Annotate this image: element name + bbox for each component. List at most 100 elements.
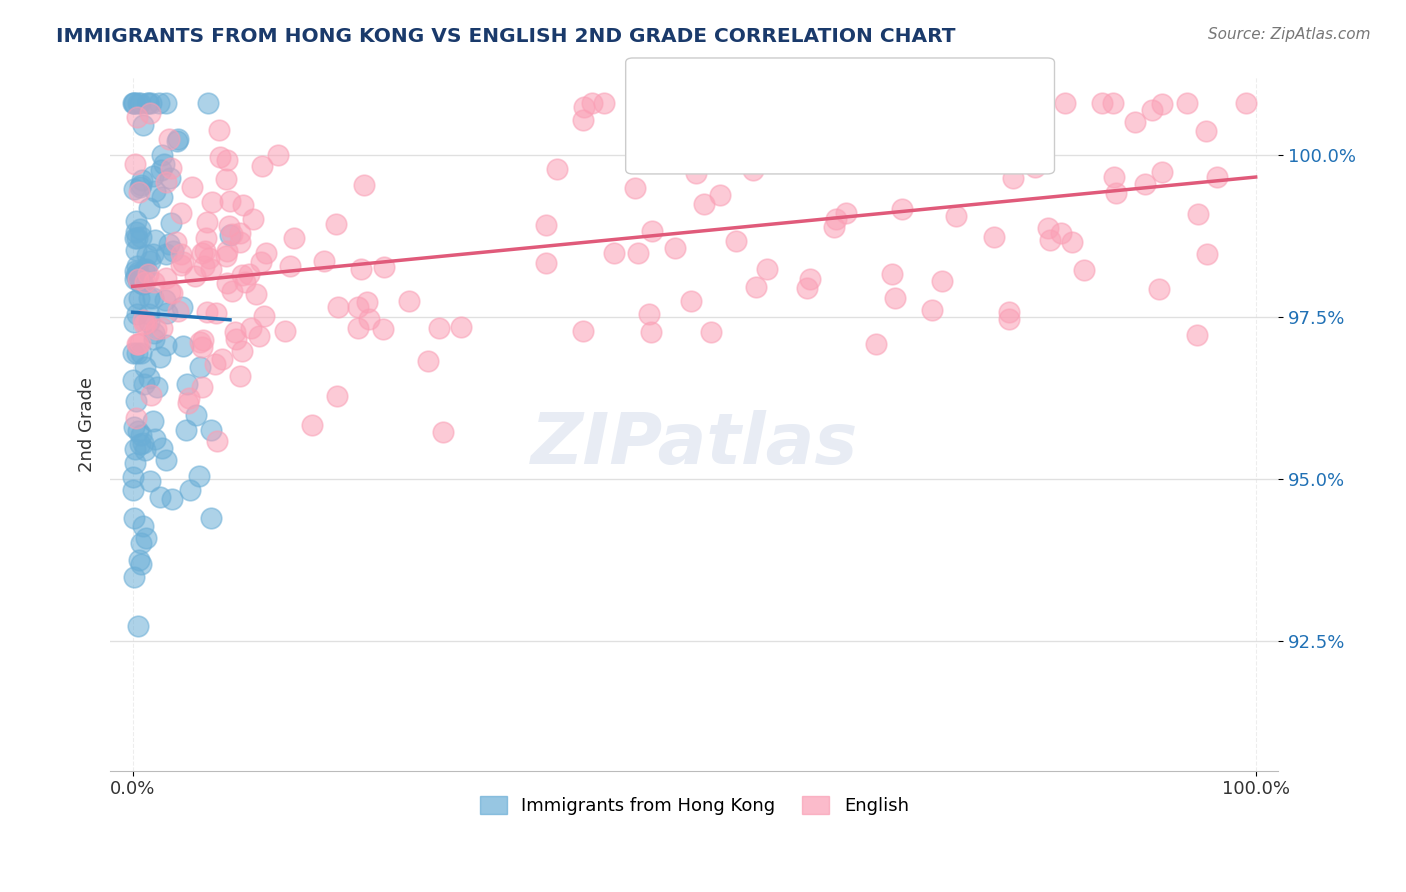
Point xyxy=(796,281,818,295)
Point xyxy=(1195,247,1218,261)
Text: Source: ZipAtlas.com: Source: ZipAtlas.com xyxy=(1208,27,1371,42)
Point xyxy=(176,376,198,391)
Point xyxy=(197,96,219,111)
Point xyxy=(156,306,179,320)
Point xyxy=(179,483,201,497)
Point xyxy=(136,96,159,111)
Point xyxy=(195,305,218,319)
Point xyxy=(160,286,183,301)
Point xyxy=(693,197,716,211)
Point xyxy=(155,270,177,285)
Point xyxy=(353,178,375,193)
Point xyxy=(128,336,150,351)
Point xyxy=(149,163,172,178)
Point xyxy=(127,96,149,111)
Point xyxy=(165,235,187,249)
Point xyxy=(160,161,183,175)
Point xyxy=(135,262,157,277)
Point xyxy=(225,332,247,346)
Point xyxy=(593,96,616,111)
Point xyxy=(127,337,149,351)
Point xyxy=(166,134,188,148)
Point xyxy=(127,272,149,286)
Point xyxy=(534,218,557,232)
Point xyxy=(207,123,229,137)
Point xyxy=(823,219,845,234)
Point xyxy=(232,198,254,212)
Point xyxy=(742,163,765,178)
Point xyxy=(233,275,256,289)
Point xyxy=(229,226,252,240)
Point xyxy=(169,247,191,261)
Point xyxy=(145,322,167,336)
Point xyxy=(193,259,215,273)
Point xyxy=(891,145,914,160)
Point xyxy=(191,340,214,354)
Point xyxy=(356,294,378,309)
Point xyxy=(204,357,226,371)
Text: 0.394: 0.394 xyxy=(735,128,792,145)
Point xyxy=(572,100,595,114)
Point xyxy=(190,245,212,260)
Point xyxy=(142,169,165,183)
Point xyxy=(1133,177,1156,191)
Point xyxy=(546,161,568,176)
Point xyxy=(177,396,200,410)
Text: R =: R = xyxy=(675,83,714,101)
Point xyxy=(155,96,177,111)
Point xyxy=(129,558,152,572)
Point xyxy=(127,231,149,245)
Point xyxy=(450,320,472,334)
Point xyxy=(191,380,214,394)
Point xyxy=(1000,143,1022,157)
Point xyxy=(359,312,381,326)
Point xyxy=(142,275,165,289)
Point xyxy=(180,180,202,194)
Point xyxy=(170,259,193,273)
Point xyxy=(125,225,148,239)
Point xyxy=(1187,207,1209,221)
Point xyxy=(907,96,929,111)
Point xyxy=(194,244,217,258)
Point xyxy=(127,307,149,321)
Point xyxy=(640,326,662,340)
Text: IMMIGRANTS FROM HONG KONG VS ENGLISH 2ND GRADE CORRELATION CHART: IMMIGRANTS FROM HONG KONG VS ENGLISH 2ND… xyxy=(56,27,956,45)
Point xyxy=(153,293,176,308)
Point xyxy=(122,374,145,388)
Point xyxy=(325,218,347,232)
Point xyxy=(280,259,302,273)
Point xyxy=(143,184,166,198)
Point xyxy=(200,423,222,437)
Point xyxy=(229,369,252,384)
Point xyxy=(150,321,173,335)
Point xyxy=(626,246,648,260)
Point xyxy=(1002,170,1025,185)
Point xyxy=(138,292,160,306)
Point xyxy=(136,248,159,262)
Point xyxy=(224,326,246,340)
Point xyxy=(534,256,557,270)
Point xyxy=(128,186,150,200)
Point xyxy=(245,287,267,301)
Point xyxy=(283,231,305,245)
Point xyxy=(129,436,152,450)
Point xyxy=(1234,96,1257,111)
Point xyxy=(1175,96,1198,111)
Point xyxy=(215,249,238,263)
Point xyxy=(131,276,153,290)
Point xyxy=(162,492,184,507)
Point xyxy=(998,311,1021,326)
Point xyxy=(350,262,373,277)
Point xyxy=(166,132,188,146)
Point xyxy=(346,301,368,315)
Point xyxy=(221,227,243,242)
Point xyxy=(122,96,145,111)
Point xyxy=(205,434,228,449)
Text: ■: ■ xyxy=(640,80,662,103)
Point xyxy=(835,206,858,220)
Point xyxy=(121,96,143,111)
Point xyxy=(638,306,661,320)
Point xyxy=(724,109,747,123)
Point xyxy=(877,152,900,166)
Point xyxy=(155,337,177,351)
